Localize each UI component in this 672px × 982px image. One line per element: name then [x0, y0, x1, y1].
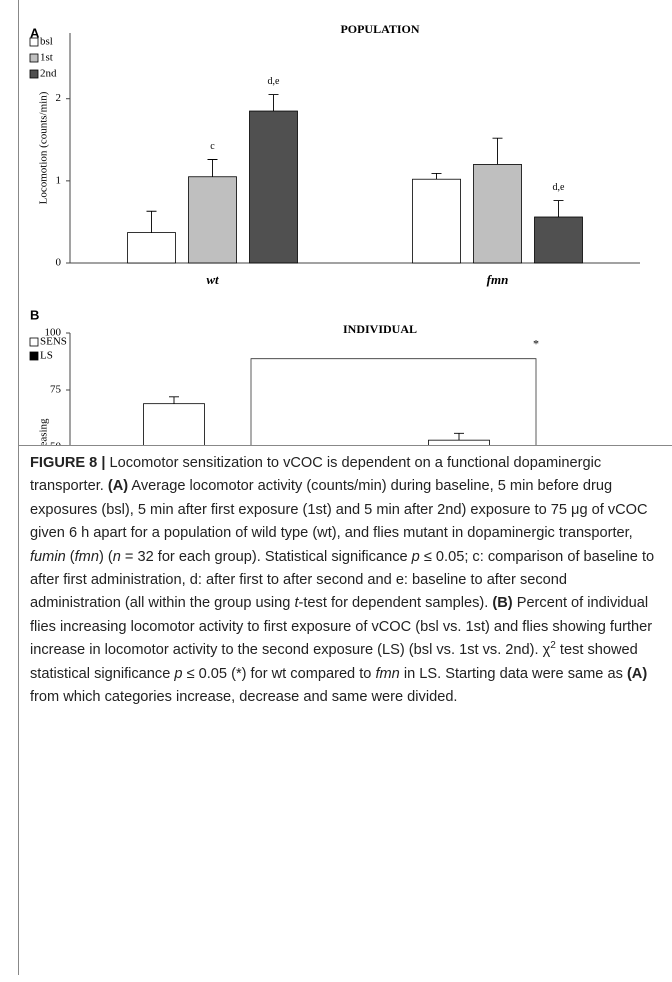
caption-part: t — [294, 595, 299, 612]
panel-label: A — [30, 25, 40, 40]
legend-swatch — [29, 69, 39, 79]
figure: A POPULATION Locomotion (counts/min) 0 1 2 wt f… — [29, 22, 640, 445]
caption-part: Average locomotor activity (counts/min) … — [30, 478, 648, 542]
legend-label: 2nd — [40, 68, 57, 80]
caption-part: (A) — [107, 478, 129, 495]
significance-star: * — [533, 336, 539, 350]
y-axis-label: % increasing — [38, 418, 50, 445]
y-tick-label: 0 — [56, 257, 62, 269]
caption-part: FIGURE 8 | — [30, 455, 106, 471]
error-bar — [169, 396, 179, 404]
caption-part: p — [174, 665, 183, 682]
bar — [188, 176, 237, 264]
caption-part: p — [411, 548, 420, 565]
caption-part: ) ( — [98, 548, 113, 565]
error-bar — [553, 200, 564, 217]
x-tick-label: wt — [206, 272, 219, 287]
legend-label: LS — [40, 350, 53, 362]
significance-label: c — [210, 141, 215, 152]
error-bar — [146, 210, 157, 233]
legend-swatch — [29, 37, 39, 47]
caption-part: from which categories increase, decrease… — [30, 689, 458, 706]
caption-part: in LS. Starting data were same as — [399, 665, 627, 682]
y-tick-label: 75 — [50, 384, 62, 396]
caption-part: (B) — [492, 595, 513, 612]
y-tick-label: 50 — [50, 441, 62, 445]
caption-part: 2 — [550, 640, 556, 652]
bar — [127, 232, 176, 264]
legend-swatch — [29, 351, 39, 361]
caption-part: fumin — [30, 548, 66, 565]
caption-part: fmn — [74, 548, 99, 565]
y-tick-label: 2 — [56, 92, 62, 104]
y-tick-label: 100 — [45, 327, 62, 339]
caption-part: (A) — [626, 665, 648, 682]
caption-part: -test for dependent samples). — [298, 595, 493, 612]
caption-part: ( — [65, 548, 75, 565]
chart-title: INDIVIDUAL — [343, 322, 417, 336]
separator-line — [18, 445, 672, 446]
caption-part: ≤ 0.05; c: comparison of baseline to aft… — [30, 548, 655, 612]
bar — [473, 164, 522, 264]
bar — [428, 439, 490, 445]
caption-part: ≤ 0.05 (*) for wt compared to — [182, 665, 376, 682]
caption: FIGURE 8 | Locomotor sensitization to vC… — [30, 452, 660, 709]
bar — [143, 403, 205, 445]
chart-title: POPULATION — [340, 22, 419, 36]
significance-label: d,e — [553, 182, 566, 193]
error-bar — [454, 432, 464, 441]
legend-label: bsl — [40, 36, 53, 48]
frame-line — [18, 0, 19, 975]
legend-swatch — [29, 53, 39, 63]
caption-part: Locomotor sensitization to vCOC is depen… — [30, 455, 602, 495]
y-tick-label: 1 — [56, 174, 62, 186]
panel-label: B — [30, 307, 39, 322]
bar — [534, 216, 583, 264]
caption-part: = 32 for each group). Statistical signif… — [120, 548, 412, 565]
error-bar — [268, 94, 279, 112]
y-axis-label: Locomotion (counts/min) — [38, 91, 50, 204]
caption-part: test showed statistical significance — [30, 642, 638, 682]
legend-swatch — [29, 337, 39, 347]
significance-label: d,e — [268, 76, 281, 87]
legend-label: 1st — [40, 52, 53, 64]
error-bar — [207, 159, 218, 177]
caption-part: n — [112, 548, 121, 565]
significance-bracket — [250, 358, 537, 445]
caption-part: Percent of individual flies increasing l… — [30, 595, 653, 659]
legend-label: SENS — [40, 336, 67, 348]
x-tick-label: fmn — [487, 272, 509, 287]
error-bar — [431, 173, 442, 180]
bar — [249, 110, 298, 264]
error-bar — [492, 137, 503, 165]
bar — [412, 178, 461, 264]
caption-part: fmn — [375, 665, 400, 682]
